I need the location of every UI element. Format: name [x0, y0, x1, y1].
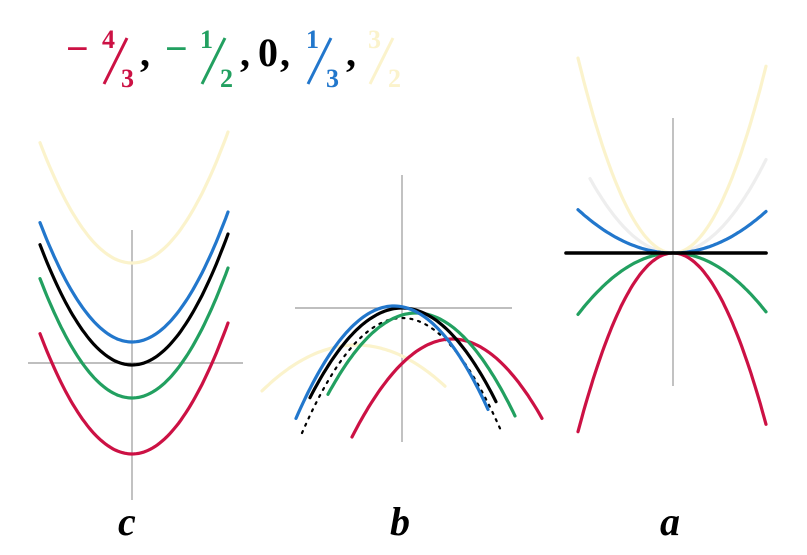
panel-a: a: [564, 56, 768, 544]
legend-numerator: 1: [200, 25, 213, 54]
panel-label-a: a: [660, 499, 680, 544]
legend-comma: ,: [280, 30, 290, 75]
legend-item-one-third: 1 3 ,: [306, 25, 356, 93]
legend-denominator: 2: [220, 64, 233, 93]
legend-numerator: 3: [368, 25, 381, 54]
legend-item-minus-four-thirds: − 4 3 ,: [66, 25, 150, 93]
legend-comma: ,: [140, 30, 150, 75]
legend-minus-sign: −: [165, 26, 188, 71]
legend-minus-sign: −: [66, 26, 89, 71]
legend-item-minus-one-half: − 1 2 ,: [165, 25, 250, 93]
panel-b: b: [260, 175, 544, 544]
legend-fraction-slash: [306, 37, 333, 85]
curve-a-blue: [576, 208, 768, 255]
curve-a-green: [576, 251, 768, 316]
legend-denominator: 3: [121, 64, 134, 93]
curve-b-blue: [294, 304, 490, 420]
curve-b-cream: [260, 343, 447, 393]
legend-numerator: 1: [306, 25, 319, 54]
curve-c-green: [38, 266, 230, 400]
curve-c-blue: [38, 210, 230, 344]
legend-item-three-halves: 3 2: [368, 25, 401, 93]
legend-comma: ,: [346, 30, 356, 75]
legend-denominator: 2: [388, 64, 401, 93]
curve-b-red: [350, 337, 544, 439]
legend-item-zero: 0 ,: [258, 30, 290, 75]
panel-label-c: c: [118, 499, 136, 544]
legend-comma: ,: [240, 30, 250, 75]
curve-c-black: [38, 232, 230, 367]
parameter-legend: − 4 3 , − 1 2 , 0 , 1 3 , 3: [66, 25, 401, 93]
legend-numerator: 4: [102, 25, 115, 54]
curve-a-cream: [576, 56, 768, 255]
legend-fraction-slash: [368, 37, 395, 85]
panel-label-b: b: [390, 499, 410, 544]
legend-fraction-slash: [200, 37, 227, 85]
legend-zero: 0: [258, 30, 278, 75]
panel-c: c: [28, 130, 243, 544]
legend-denominator: 3: [326, 64, 339, 93]
curve-c-red: [38, 321, 230, 456]
legend-fraction-slash: [102, 37, 129, 85]
curve-c-cream: [38, 130, 230, 265]
